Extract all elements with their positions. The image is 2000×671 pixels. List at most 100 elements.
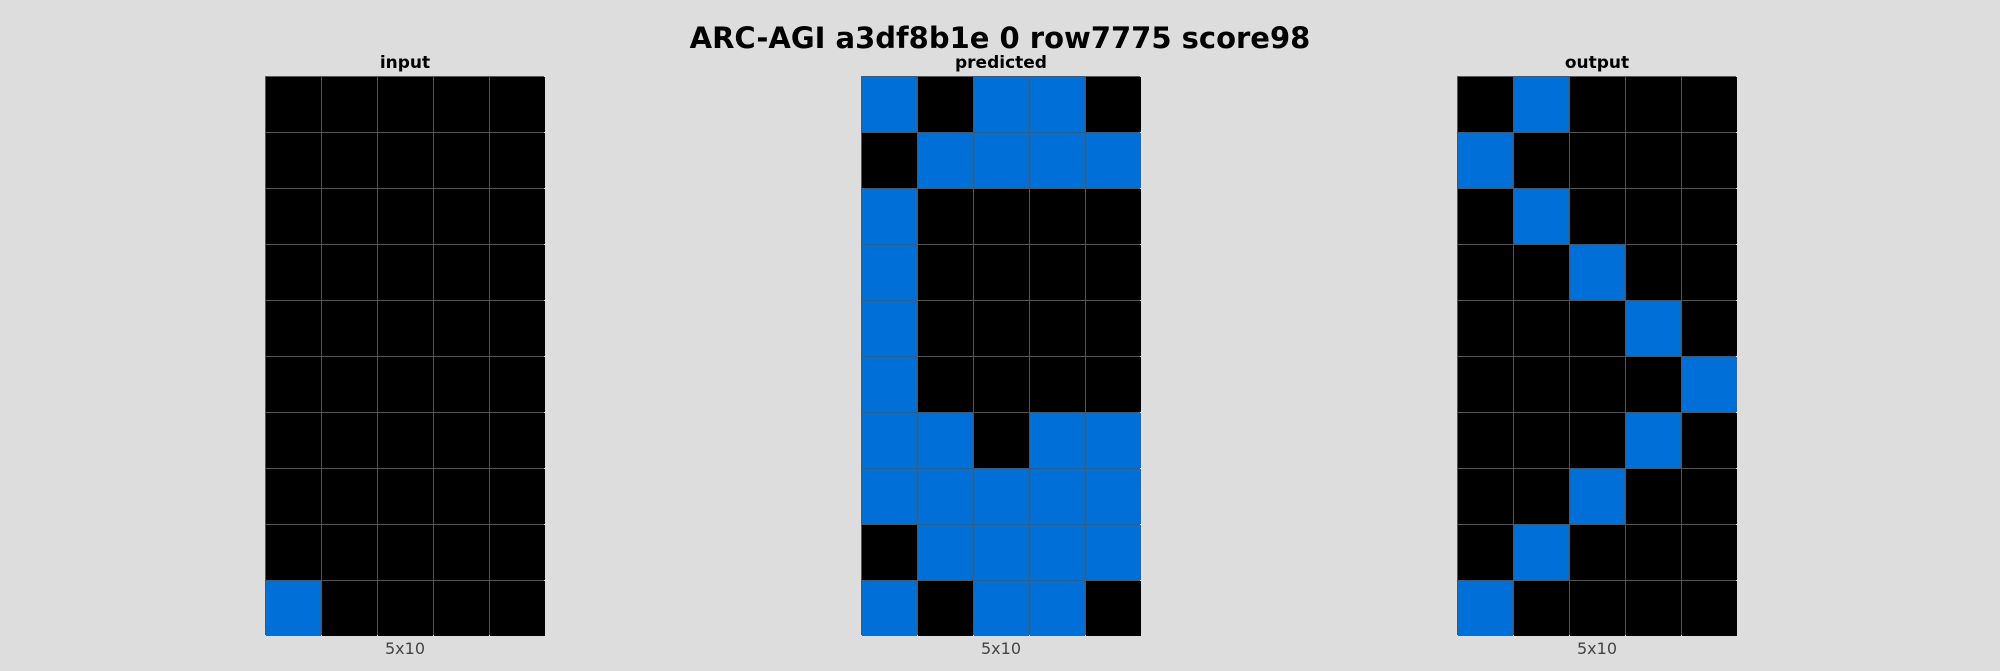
- grid-cell: [1458, 245, 1513, 300]
- grid-cell: [378, 357, 433, 412]
- grid-cell: [266, 77, 321, 132]
- grid-cell: [918, 581, 973, 636]
- grid-cell: [974, 301, 1029, 356]
- grid-cell: [1030, 469, 1085, 524]
- grid-cell: [862, 357, 917, 412]
- grid-cell: [1514, 133, 1569, 188]
- grid-cell: [862, 469, 917, 524]
- grid-cell: [1570, 581, 1625, 636]
- grid-cell: [918, 245, 973, 300]
- grid-cell: [322, 413, 377, 468]
- grid-cell: [1626, 77, 1681, 132]
- grid-cell: [862, 189, 917, 244]
- grid-cell: [1514, 525, 1569, 580]
- grid-cell: [974, 133, 1029, 188]
- grid-cell: [1626, 469, 1681, 524]
- grid-cell: [918, 301, 973, 356]
- grid-cell: [918, 357, 973, 412]
- grid-cell: [322, 581, 377, 636]
- grid-cell: [1570, 245, 1625, 300]
- grid-cell: [1458, 133, 1513, 188]
- grid-cell: [974, 189, 1029, 244]
- grid-cell: [1030, 77, 1085, 132]
- grid-cell: [1086, 357, 1141, 412]
- grid-cell: [1514, 357, 1569, 412]
- grid-cell: [1682, 469, 1737, 524]
- grid-cell: [1514, 301, 1569, 356]
- grid-cell: [862, 245, 917, 300]
- predicted-panel: predicted 5x10: [861, 50, 1141, 659]
- grid-cell: [1086, 77, 1141, 132]
- grid-cell: [1626, 413, 1681, 468]
- panel-title: output: [1564, 53, 1630, 73]
- grid-cell: [1682, 77, 1737, 132]
- grid-cell: [490, 581, 545, 636]
- grid-cell: [266, 525, 321, 580]
- grid-cell: [1086, 469, 1141, 524]
- grid-cell: [1514, 77, 1569, 132]
- grid-cell: [1458, 357, 1513, 412]
- grid-cell: [1682, 133, 1737, 188]
- grid-cell: [1570, 301, 1625, 356]
- grid-cell: [1086, 413, 1141, 468]
- grid-cell: [1682, 301, 1737, 356]
- grid-cell: [378, 469, 433, 524]
- output-panel: output 5x10: [1457, 50, 1737, 659]
- grid-cell: [378, 133, 433, 188]
- grid-cell: [918, 525, 973, 580]
- grid-cell: [490, 413, 545, 468]
- grid-cell: [1086, 301, 1141, 356]
- grid-cell: [1626, 357, 1681, 412]
- grid-cell: [378, 413, 433, 468]
- grid-cell: [1682, 357, 1737, 412]
- grid-cell: [378, 245, 433, 300]
- grid-cell: [490, 469, 545, 524]
- grid-cell: [1086, 525, 1141, 580]
- grid-cell: [322, 245, 377, 300]
- grid-cell: [1626, 189, 1681, 244]
- grid-cell: [1030, 189, 1085, 244]
- grid-cell: [1458, 413, 1513, 468]
- grid-cell: [378, 77, 433, 132]
- grid-cell: [1570, 77, 1625, 132]
- grid-cell: [434, 133, 489, 188]
- grid-cell: [974, 525, 1029, 580]
- grid-cell: [1514, 245, 1569, 300]
- grid-cell: [434, 413, 489, 468]
- grid-cell: [1514, 469, 1569, 524]
- grid-cell: [974, 469, 1029, 524]
- output-grid: [1457, 76, 1737, 636]
- grid-cell: [266, 133, 321, 188]
- grid-cell: [266, 413, 321, 468]
- grid-cell: [490, 301, 545, 356]
- grid-cell: [1030, 581, 1085, 636]
- page-title: ARC-AGI a3df8b1e 0 row7775 score98: [689, 21, 1311, 55]
- grid-cell: [322, 469, 377, 524]
- grid-cell: [434, 189, 489, 244]
- grid-size-label: 5x10: [1576, 639, 1617, 658]
- grid-cell: [1086, 189, 1141, 244]
- grid-cell: [1458, 189, 1513, 244]
- grid-cell: [266, 301, 321, 356]
- grid-cell: [266, 581, 321, 636]
- grid-cell: [1458, 77, 1513, 132]
- grid-cell: [974, 413, 1029, 468]
- grid-cell: [322, 301, 377, 356]
- grid-cell: [490, 525, 545, 580]
- grid-cell: [1682, 413, 1737, 468]
- grid-cell: [918, 133, 973, 188]
- grid-cell: [1030, 301, 1085, 356]
- grid-size-label: 5x10: [980, 639, 1021, 658]
- grid-cell: [1458, 581, 1513, 636]
- grid-cell: [974, 581, 1029, 636]
- grid-cell: [1458, 301, 1513, 356]
- grid-cell: [434, 357, 489, 412]
- panel-title: input: [379, 53, 431, 73]
- grid-cell: [1682, 525, 1737, 580]
- grid-cell: [1626, 581, 1681, 636]
- grid-cell: [862, 301, 917, 356]
- grid-cell: [490, 77, 545, 132]
- grid-cell: [1030, 413, 1085, 468]
- grid-cell: [1570, 413, 1625, 468]
- grid-cell: [434, 245, 489, 300]
